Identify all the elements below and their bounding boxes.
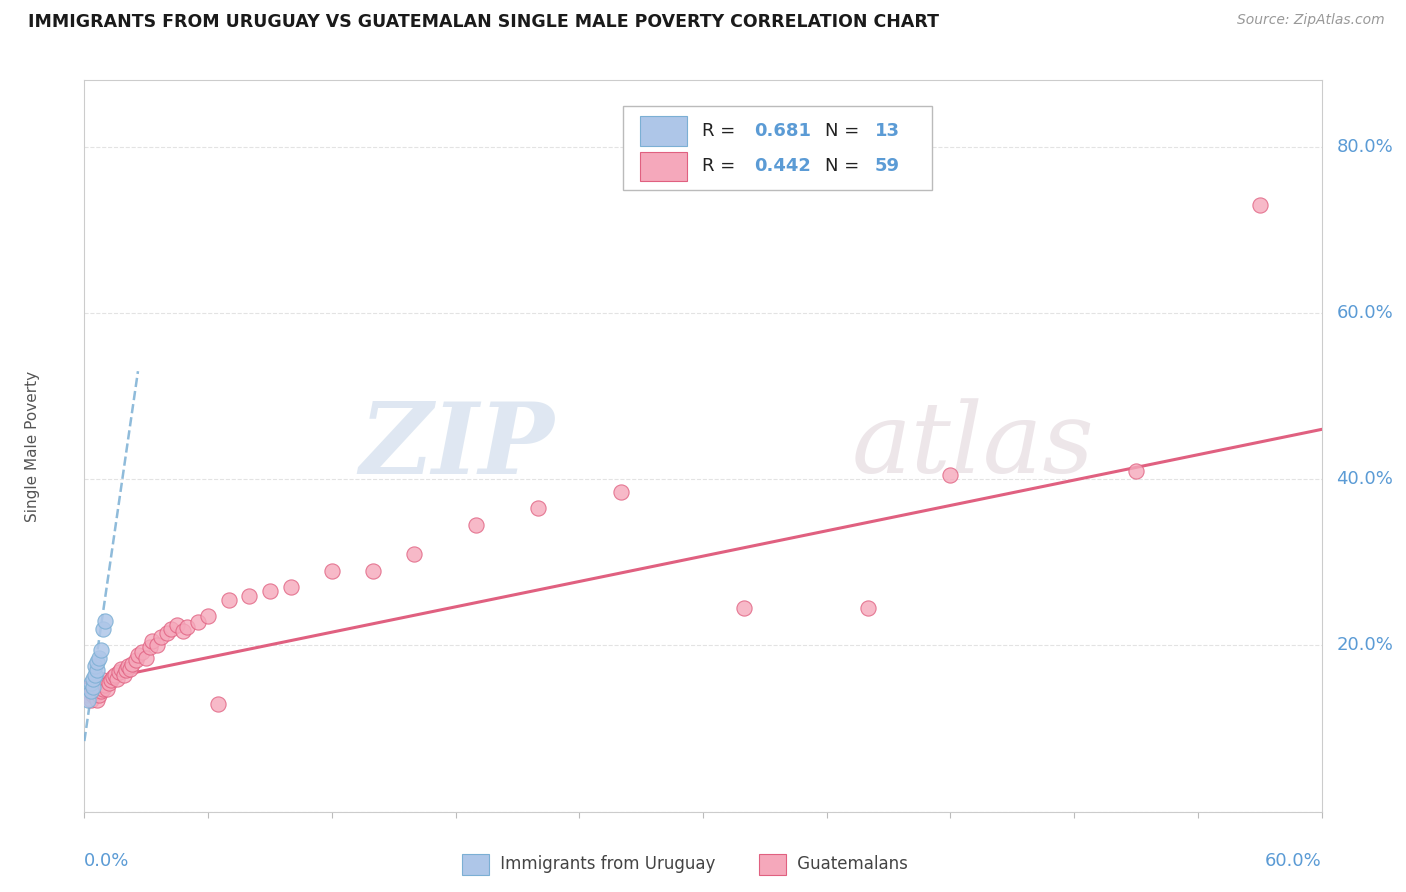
- Point: [160, 622, 183, 636]
- Point: [77, 692, 100, 706]
- Point: [404, 547, 426, 561]
- Point: [114, 664, 136, 678]
- Point: [83, 680, 105, 694]
- Point: [321, 564, 343, 578]
- Text: Immigrants from Uruguay: Immigrants from Uruguay: [495, 855, 716, 873]
- Point: [86, 692, 108, 706]
- FancyBboxPatch shape: [461, 855, 489, 875]
- Point: [86, 655, 108, 669]
- Point: [121, 657, 143, 671]
- FancyBboxPatch shape: [623, 106, 932, 190]
- Point: [361, 564, 384, 578]
- Point: [94, 678, 117, 692]
- Point: [145, 639, 167, 653]
- Point: [79, 684, 101, 698]
- Text: Single Male Poverty: Single Male Poverty: [25, 370, 39, 522]
- Point: [82, 689, 104, 703]
- Point: [125, 653, 148, 667]
- Point: [218, 592, 240, 607]
- Point: [149, 630, 172, 644]
- FancyBboxPatch shape: [640, 152, 688, 181]
- Point: [91, 673, 114, 688]
- Point: [90, 676, 112, 690]
- Point: [176, 620, 198, 634]
- Point: [79, 692, 101, 706]
- Point: [1125, 464, 1147, 478]
- Text: 20.0%: 20.0%: [1337, 637, 1393, 655]
- Point: [166, 617, 188, 632]
- Point: [117, 659, 139, 673]
- Text: 60.0%: 60.0%: [1265, 852, 1322, 870]
- Point: [609, 484, 631, 499]
- Point: [105, 672, 128, 686]
- Text: 0.0%: 0.0%: [84, 852, 129, 870]
- Point: [207, 697, 229, 711]
- FancyBboxPatch shape: [640, 117, 688, 145]
- Point: [280, 580, 302, 594]
- Point: [98, 676, 121, 690]
- Point: [100, 673, 122, 688]
- Point: [87, 680, 110, 694]
- Point: [83, 659, 105, 673]
- Text: N =: N =: [825, 158, 866, 176]
- Text: Guatemalans: Guatemalans: [792, 855, 908, 873]
- Text: 40.0%: 40.0%: [1337, 470, 1393, 488]
- Point: [94, 614, 117, 628]
- Point: [465, 518, 488, 533]
- Text: 0.442: 0.442: [754, 158, 811, 176]
- Point: [87, 689, 110, 703]
- Text: R =: R =: [702, 158, 741, 176]
- Point: [141, 634, 163, 648]
- Text: R =: R =: [702, 122, 741, 140]
- Text: Source: ZipAtlas.com: Source: ZipAtlas.com: [1237, 13, 1385, 28]
- Point: [82, 680, 104, 694]
- Point: [96, 681, 118, 696]
- Point: [91, 681, 114, 696]
- Point: [90, 642, 112, 657]
- Point: [939, 468, 962, 483]
- Point: [131, 645, 153, 659]
- Point: [90, 684, 112, 698]
- Point: [135, 651, 157, 665]
- Point: [86, 684, 108, 698]
- Point: [172, 624, 194, 638]
- Point: [187, 615, 209, 630]
- Point: [118, 662, 141, 676]
- Text: 80.0%: 80.0%: [1337, 137, 1393, 156]
- Point: [197, 609, 219, 624]
- Point: [91, 622, 114, 636]
- Point: [103, 670, 125, 684]
- Point: [87, 651, 110, 665]
- Point: [86, 664, 108, 678]
- Point: [259, 584, 281, 599]
- Point: [110, 662, 132, 676]
- Text: N =: N =: [825, 122, 866, 140]
- Point: [82, 672, 104, 686]
- Point: [733, 601, 755, 615]
- Text: atlas: atlas: [852, 399, 1094, 493]
- Point: [856, 601, 879, 615]
- Point: [83, 689, 105, 703]
- Point: [527, 501, 550, 516]
- Text: 60.0%: 60.0%: [1337, 304, 1393, 322]
- Point: [112, 667, 135, 681]
- Text: 0.681: 0.681: [754, 122, 811, 140]
- Text: IMMIGRANTS FROM URUGUAY VS GUATEMALAN SINGLE MALE POVERTY CORRELATION CHART: IMMIGRANTS FROM URUGUAY VS GUATEMALAN SI…: [28, 13, 939, 31]
- Point: [1249, 198, 1271, 212]
- Text: 13: 13: [875, 122, 900, 140]
- Point: [238, 589, 260, 603]
- Text: 59: 59: [875, 158, 900, 176]
- Point: [139, 640, 162, 655]
- Point: [104, 667, 127, 681]
- Point: [83, 667, 105, 681]
- FancyBboxPatch shape: [759, 855, 786, 875]
- Point: [79, 676, 101, 690]
- Point: [108, 665, 131, 679]
- Point: [156, 626, 179, 640]
- Point: [127, 648, 149, 663]
- Point: [82, 684, 104, 698]
- Text: ZIP: ZIP: [360, 398, 554, 494]
- Point: [77, 689, 100, 703]
